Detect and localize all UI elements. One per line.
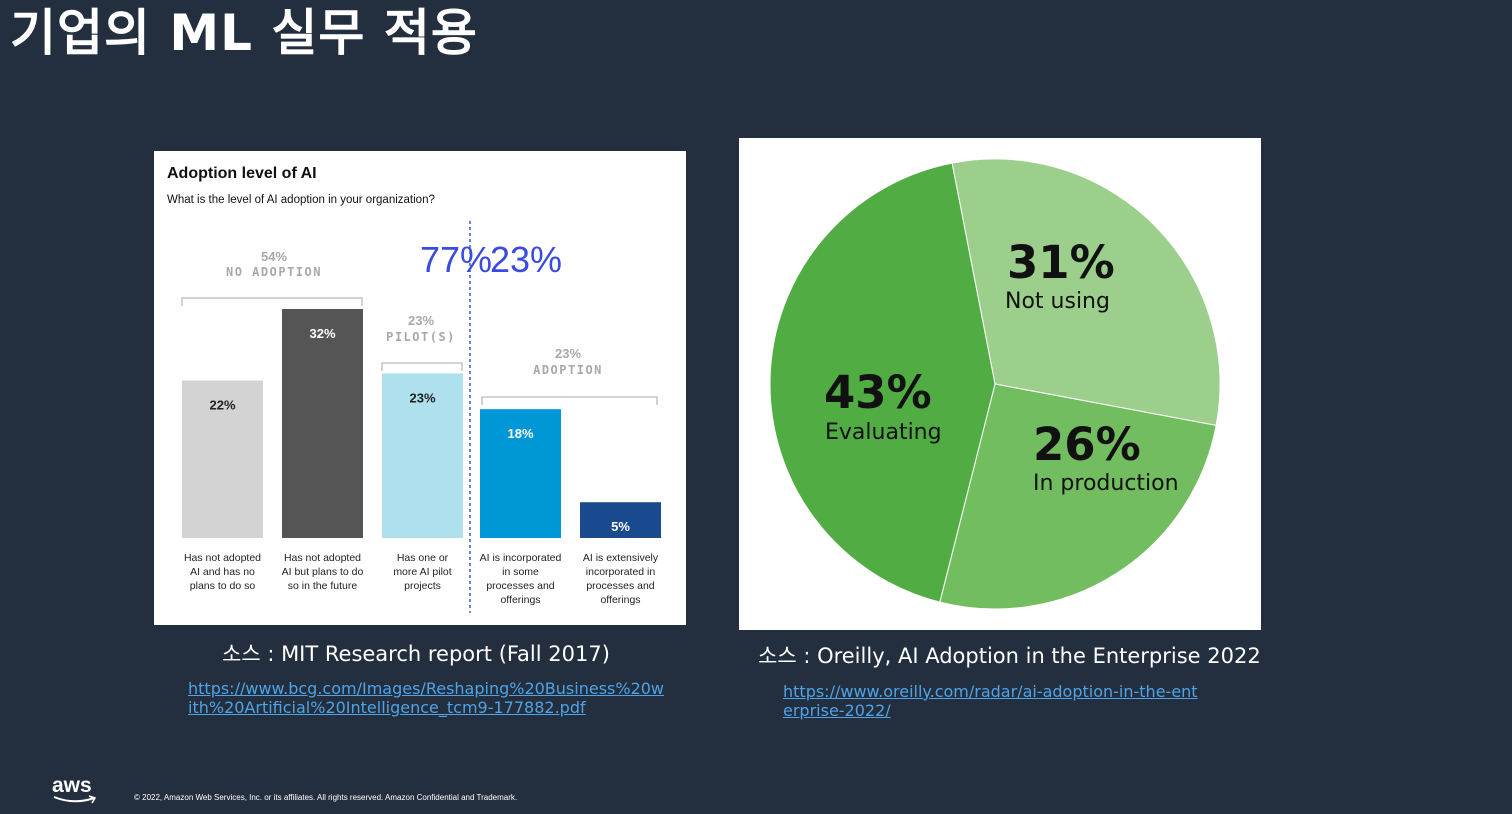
left-source: 소스 : MIT Research report (Fall 2017) — [222, 642, 610, 666]
pie-value-label: 31% — [1007, 236, 1115, 289]
bar-category-label: Has not adopted AI but plans to do so in t… — [282, 552, 364, 592]
bar-3 — [382, 373, 463, 538]
group-bracket — [481, 396, 658, 405]
bar-value-label: 22% — [209, 398, 235, 413]
pie-value-label: 43% — [824, 366, 932, 419]
bar-chart-subtitle: What is the level of AI adoption in your… — [167, 194, 435, 206]
bar-1 — [182, 380, 263, 538]
copyright-footer: © 2022, Amazon Web Services, Inc. or its… — [134, 793, 518, 802]
pie-value-label: 26% — [1033, 418, 1141, 471]
right-source-link[interactable]: https://www.oreilly.com/radar/ai-adoptio… — [783, 682, 1198, 720]
group-label: ADOPTION — [533, 363, 603, 377]
bar-2 — [282, 309, 363, 538]
pie-category-label: Evaluating — [825, 420, 942, 445]
group-percent: 23% — [408, 313, 434, 328]
slide-title: 기업의 ML 실무 적용 — [10, 4, 478, 62]
pie-category-label: In production — [1033, 471, 1179, 496]
adoption-bar-chart-card: Adoption level of AI What is the level o… — [154, 151, 686, 625]
adoption-pie-chart: 31%Not using 26%In production 43%Evaluatin… — [769, 158, 1221, 610]
pie-slice-1 — [951, 158, 1221, 426]
group-bracket — [381, 362, 463, 371]
left-source-link[interactable]: https://www.bcg.com/Images/Reshaping%20B… — [188, 679, 665, 717]
bar-chart-title: Adoption level of AI — [167, 165, 317, 182]
callout-left: 77% — [420, 239, 492, 280]
group-label: NO ADOPTION — [226, 265, 322, 279]
pie-slice-3 — [769, 162, 996, 603]
pie-slice-2 — [939, 383, 1217, 610]
aws-smile-icon — [53, 795, 97, 804]
group-bracket — [181, 297, 363, 306]
bar-value-label: 32% — [309, 326, 335, 341]
adoption-bar-chart: Adoption level of AI What is the level o… — [167, 165, 661, 613]
bar-value-label: 5% — [611, 519, 630, 534]
pie-category-label: Not using — [1005, 289, 1110, 314]
adoption-pie-chart-card: 31% Not using 26% In production 43% Evaluatin… — [739, 138, 1261, 630]
group-percent: 23% — [555, 346, 581, 361]
bar-category-label: AI is incorporated in some processes and of… — [480, 552, 562, 606]
right-source: 소스 : Oreilly, AI Adoption in the Enterpr… — [758, 644, 1261, 668]
bar-value-label: 23% — [409, 390, 435, 405]
bar-5 — [580, 502, 661, 538]
aws-logo: aws — [52, 774, 92, 797]
group-label: PILOT(S) — [386, 330, 456, 344]
bar-value-label: 18% — [507, 426, 533, 441]
group-percent: 54% — [261, 249, 287, 264]
bar-category-label: Has not adopted AI and has no plans to do … — [184, 552, 261, 592]
bar-category-label: Has one or more AI pilot projects — [393, 552, 451, 592]
bar-4 — [480, 409, 561, 538]
bar-category-label: AI is extensively incorporated in processe… — [583, 552, 659, 606]
callout-right: 23% — [490, 239, 562, 280]
